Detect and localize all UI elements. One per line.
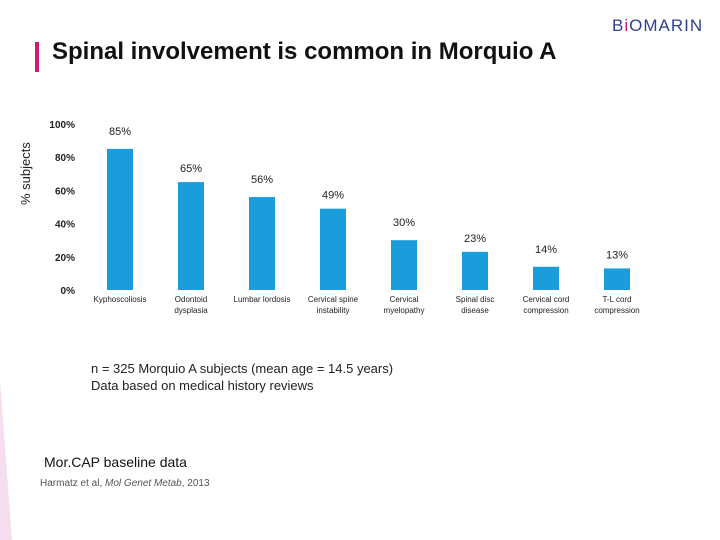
data-label: 65% [180, 163, 202, 175]
y-tick-label: 80% [55, 153, 75, 164]
footnote-line-1: n = 325 Morquio A subjects (mean age = 1… [91, 361, 394, 376]
data-label: 49% [322, 190, 344, 202]
bar-6 [462, 251, 488, 290]
x-tick-label: Spinal disc [456, 295, 495, 304]
data-label: 85% [109, 126, 131, 138]
corner-decoration [0, 380, 12, 540]
x-tick-label: myelopathy [384, 306, 425, 315]
bar-7 [533, 266, 559, 290]
x-tick-label: Cervical [390, 295, 419, 304]
footnote: n = 325 Morquio A subjects (mean age = 1… [91, 360, 393, 394]
biomarin-logo: BiOMARIN [612, 16, 704, 35]
footnote-line-2: Data based on medical history reviews [91, 378, 314, 393]
x-tick-label: Cervical cord [523, 295, 570, 304]
y-tick-label: 40% [55, 220, 75, 231]
bar-5 [391, 240, 417, 290]
bar-1 [107, 148, 133, 290]
y-tick-label: 60% [55, 186, 75, 197]
bar-2 [178, 182, 204, 290]
data-label: 13% [606, 249, 628, 261]
x-tick-label: dysplasia [174, 306, 208, 315]
data-label: 23% [464, 233, 486, 245]
data-label: 30% [393, 217, 415, 229]
x-tick-label: Cervical spine [308, 295, 359, 304]
source-title: Mor.CAP baseline data [44, 454, 187, 470]
x-tick-label: compression [523, 306, 568, 315]
x-tick-label: instability [317, 306, 350, 315]
bar-8 [604, 268, 630, 290]
y-tick-label: 100% [49, 120, 75, 131]
bar-3 [249, 197, 275, 290]
x-tick-label: Kyphoscoliosis [94, 295, 147, 304]
y-tick-label: 0% [61, 286, 76, 297]
data-label: 14% [535, 244, 557, 256]
y-tick-label: 20% [55, 253, 75, 264]
citation: Harmatz et al, Mol Genet Metab, 2013 [40, 478, 210, 489]
slide-title: Spinal involvement is common in Morquio … [52, 38, 557, 65]
x-tick-label: Odontoid [175, 295, 207, 304]
data-label: 56% [251, 174, 273, 186]
x-tick-label: disease [461, 306, 489, 315]
x-tick-label: Lumbar lordosis [234, 295, 291, 304]
x-tick-label: compression [594, 306, 639, 315]
title-accent-bar [35, 42, 39, 72]
bar-4 [320, 208, 346, 290]
x-tick-label: T-L cord [602, 295, 631, 304]
